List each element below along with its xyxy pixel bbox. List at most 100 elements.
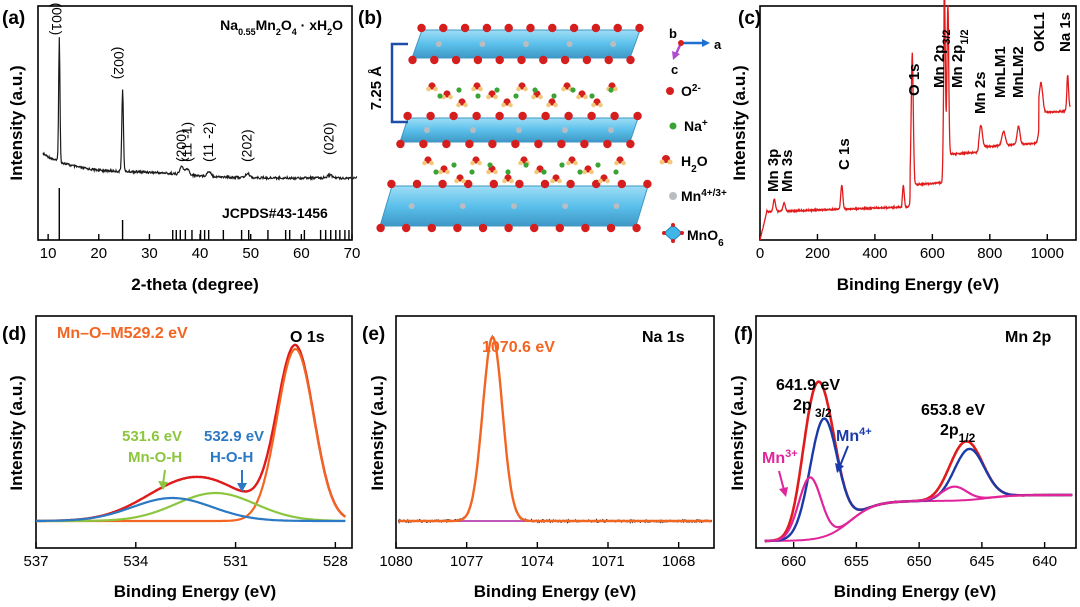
mn-o-h-name-label: Mn-O-H bbox=[128, 449, 182, 466]
oxygen-atom bbox=[530, 223, 539, 233]
legend-oxygen: O2- bbox=[681, 83, 701, 100]
oxygen-atom bbox=[402, 223, 411, 233]
x-tick-label: 1000 bbox=[1031, 245, 1064, 262]
oxygen-atom bbox=[581, 223, 590, 233]
x-tick-label: 70 bbox=[344, 245, 361, 262]
sodium-ion bbox=[505, 169, 511, 175]
sodium-ion bbox=[513, 93, 519, 99]
peak-label: (202) bbox=[239, 129, 255, 162]
oxygen-atom bbox=[566, 179, 575, 189]
peak-label: (001) bbox=[49, 3, 65, 36]
oxygen-atom bbox=[408, 55, 417, 65]
na1s-fit bbox=[398, 335, 712, 523]
o1s-component-2 bbox=[36, 496, 346, 523]
panel-e-x-ticks: 1068 1071 1074 1077 1080 bbox=[379, 542, 695, 570]
h-o-h-energy-label: 532.9 eV bbox=[204, 428, 264, 445]
x-tick-label: 60 bbox=[293, 245, 310, 262]
oxygen-atom bbox=[580, 139, 589, 149]
x-tick-label: 1080 bbox=[379, 553, 412, 570]
sodium-ion bbox=[532, 87, 538, 93]
x-tick-label: 0 bbox=[756, 245, 764, 262]
panel-c-frame bbox=[759, 5, 1077, 241]
panel-e-na1s: (e) 1068 1071 1074 1077 1080 Na 1s 1070.6 eV… bbox=[362, 315, 715, 601]
o1s-fit-curves bbox=[35, 343, 346, 523]
manganese-atom bbox=[435, 41, 442, 47]
oxygen-atom bbox=[464, 179, 473, 189]
panel-f-x-ticks: 640 645 650 655 660 bbox=[781, 542, 1057, 570]
sodium-ion bbox=[469, 169, 475, 175]
oxygen-atom bbox=[504, 23, 513, 33]
oxygen-atom bbox=[451, 55, 461, 65]
panel-d-frame bbox=[35, 315, 353, 549]
mno6-layers bbox=[376, 23, 652, 233]
mn2p12-energy-label: 653.8 eV bbox=[921, 402, 985, 419]
panel-a-xrd: (a) 10 20 30 40 50 60 70 (001) (002) (200)(11 -1… bbox=[2, 3, 360, 294]
panel-d-o1s: (d) 528 531 534 537 O 1s Mn–O–M529.2 eV 531… bbox=[2, 315, 353, 601]
oxygen-atom bbox=[515, 179, 524, 189]
structure-legend: O2- Na+ H2O Mn4+/3+ MnO6 bbox=[659, 83, 727, 249]
x-tick-label: 10 bbox=[40, 245, 57, 262]
manganese-atom bbox=[479, 41, 486, 47]
x-tick-label: 1068 bbox=[662, 553, 695, 570]
oxygen-atom bbox=[539, 55, 548, 65]
oxygen-atom bbox=[426, 111, 435, 121]
oxygen-atom bbox=[412, 179, 422, 189]
sodium-ion bbox=[451, 162, 457, 168]
panel-f-frame bbox=[755, 315, 1077, 549]
peak-index-labels: (001) (002) (200)(11 -1) (11 -2) (202) (020) bbox=[49, 3, 337, 162]
survey-peak-label: OKL1 bbox=[1031, 12, 1048, 52]
oxygen-atom bbox=[495, 55, 504, 65]
sodium-ion bbox=[437, 93, 443, 99]
oxygen-atom bbox=[482, 23, 492, 33]
oxygen-atom bbox=[442, 139, 451, 149]
compound-formula: Na0.55Mn2O4 · xH2O bbox=[220, 17, 343, 37]
oxygen-atom bbox=[488, 139, 497, 149]
interlayer-species bbox=[422, 82, 626, 184]
peak-label: (020) bbox=[321, 122, 337, 155]
manganese-atom bbox=[511, 203, 517, 209]
panel-a-ylabel: Intensity (a.u.) bbox=[7, 65, 26, 180]
oxygen-atom bbox=[604, 55, 613, 65]
oxygen-atom bbox=[555, 223, 564, 233]
mn2p32-energy-label: 641.9 eV bbox=[776, 377, 840, 394]
panel-f-title: Mn 2p bbox=[1005, 329, 1051, 346]
x-tick-label: 660 bbox=[781, 553, 806, 570]
oxygen-atom bbox=[478, 223, 488, 233]
panel-d-xlabel: Binding Energy (eV) bbox=[114, 582, 276, 601]
sodium-ion bbox=[541, 169, 547, 175]
survey-peak-label: MnLM1 bbox=[992, 46, 1009, 98]
sodium-ion bbox=[456, 87, 462, 93]
panel-e-xlabel: Binding Energy (eV) bbox=[474, 582, 636, 601]
oxygen-atom bbox=[430, 55, 439, 65]
o1s-raw-data bbox=[35, 343, 346, 523]
manganese-atom bbox=[610, 41, 617, 47]
panel-b-label: (b) bbox=[358, 8, 382, 29]
axis-c-label: c bbox=[671, 62, 678, 77]
oxygen-icon bbox=[666, 87, 674, 95]
manganese-atom bbox=[459, 203, 466, 209]
peak-label: (11 -1) bbox=[178, 122, 194, 162]
jcpds-label: JCPDS#43-1456 bbox=[222, 205, 328, 221]
survey-peak-label: Na 1s bbox=[1057, 12, 1074, 52]
panel-b-structure: (b) 7.25 Å b a c O2- bbox=[358, 8, 727, 249]
oxygen-atom bbox=[560, 55, 570, 65]
o1s-component-1 bbox=[36, 491, 346, 523]
survey-peak-label: Mn 2s bbox=[972, 71, 989, 114]
panel-c-label: (c) bbox=[738, 8, 761, 29]
oxygen-atom bbox=[592, 179, 601, 189]
sodium-ion bbox=[589, 93, 595, 99]
interlayer-spacing-bracket bbox=[390, 42, 408, 124]
oxygen-atom bbox=[438, 179, 447, 189]
panel-c-xlabel: Binding Energy (eV) bbox=[837, 275, 999, 294]
legend-manganese: Mn4+/3+ bbox=[681, 188, 727, 205]
x-tick-label: 30 bbox=[141, 245, 158, 262]
oxygen-atom bbox=[489, 179, 498, 189]
manganese-atom bbox=[562, 203, 569, 209]
legend-sodium: Na+ bbox=[684, 118, 708, 135]
oxygen-atom bbox=[540, 179, 550, 189]
x-tick-label: 650 bbox=[907, 553, 932, 570]
oxygen-atom bbox=[495, 111, 504, 121]
panel-f-ylabel: Intensity (a.u.) bbox=[728, 375, 747, 490]
oxygen-atom bbox=[517, 55, 526, 65]
